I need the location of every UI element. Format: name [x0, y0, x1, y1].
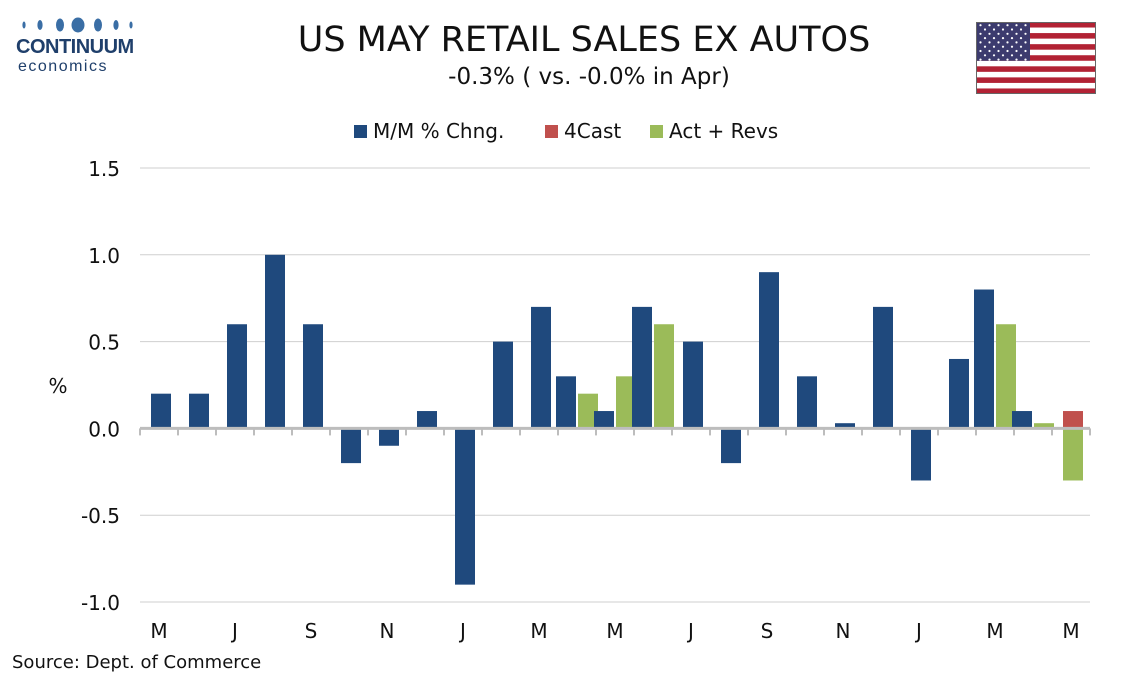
act-revs-bar	[996, 324, 1016, 429]
legend-swatch	[545, 125, 558, 138]
mm-change-bar	[265, 254, 285, 429]
mm-change-bar	[683, 341, 703, 429]
y-tick-label: 1.0	[88, 244, 120, 268]
y-tick-label: 0.0	[88, 417, 120, 441]
x-tick-label: S	[305, 619, 318, 643]
x-tick-label: J	[686, 619, 694, 643]
chart-subtitle: -0.3% ( vs. -0.0% in Apr)	[448, 64, 730, 90]
legend-swatch	[354, 125, 367, 138]
mm-change-bar	[873, 306, 893, 429]
source-note: Source: Dept. of Commerce	[12, 652, 262, 673]
mm-change-bar	[379, 428, 399, 446]
y-tick-label: -0.5	[81, 504, 120, 528]
y-tick-label: 1.5	[88, 157, 120, 181]
act-revs-bar	[1063, 428, 1083, 481]
logo-subtitle: economics	[18, 58, 108, 75]
mm-change-bar	[151, 393, 171, 429]
mm-change-bar	[531, 306, 551, 429]
mm-change-bar	[189, 393, 209, 429]
logo-dots-icon	[22, 17, 133, 33]
mm-change-bar	[417, 411, 437, 429]
mm-change-bar	[594, 411, 614, 429]
mm-change-bar	[632, 306, 652, 429]
legend-label: 4Cast	[564, 119, 621, 143]
mm-change-bar	[949, 358, 969, 429]
y-tick-label: 0.5	[88, 331, 120, 355]
mm-change-bar	[721, 428, 741, 464]
legend-label: M/M % Chng.	[373, 119, 504, 143]
act-revs-bar	[578, 393, 598, 429]
y-axis-label: %	[48, 374, 67, 398]
mm-change-bar	[556, 376, 576, 429]
mm-change-bar	[974, 289, 994, 429]
x-tick-label: S	[761, 619, 774, 643]
legend: M/M % Chng. 4Cast Act + Revs	[354, 119, 778, 143]
x-tick-label: M	[606, 619, 623, 643]
x-tick-label: M	[150, 619, 167, 643]
mm-change-bar	[493, 341, 513, 429]
x-tick-label: N	[836, 619, 851, 643]
mm-change-bar	[911, 428, 931, 481]
mm-change-bar	[1012, 411, 1032, 429]
mm-change-bar	[797, 376, 817, 429]
x-tick-label: N	[380, 619, 395, 643]
legend-swatch	[650, 125, 663, 138]
mm-change-bar	[227, 324, 247, 429]
legend-label: Act + Revs	[669, 119, 778, 143]
x-tick-label: M	[986, 619, 1003, 643]
logo-brand: CONTINUUM	[16, 36, 134, 58]
act-revs-bar	[1034, 423, 1054, 429]
forecast-bar	[1063, 411, 1083, 429]
x-tick-label: J	[230, 619, 238, 643]
continuum-logo: CONTINUUM economics	[12, 14, 142, 76]
x-tick-label: M	[1062, 619, 1079, 643]
x-tick-label: J	[914, 619, 922, 643]
chart-title: US MAY RETAIL SALES EX AUTOS	[297, 20, 871, 60]
x-tick-label: J	[458, 619, 466, 643]
mm-change-bar	[835, 423, 855, 429]
x-tick-label: M	[530, 619, 547, 643]
us-flag-icon	[976, 22, 1096, 94]
act-revs-bar	[654, 324, 674, 429]
act-revs-bar	[616, 376, 636, 429]
mm-change-bar	[341, 428, 361, 464]
y-tick-label: -1.0	[81, 591, 120, 615]
mm-change-bar	[303, 324, 323, 429]
mm-change-bar	[455, 428, 475, 585]
mm-change-bar	[759, 272, 779, 429]
